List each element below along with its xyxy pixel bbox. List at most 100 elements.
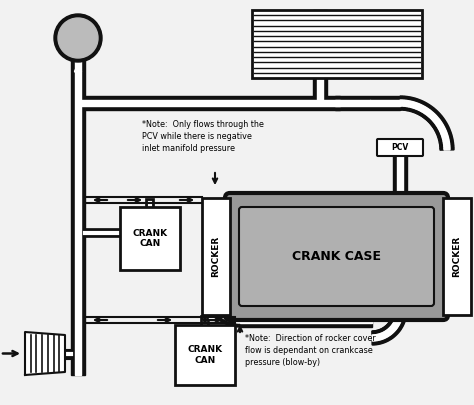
Polygon shape	[226, 314, 229, 320]
Polygon shape	[417, 101, 425, 115]
Polygon shape	[212, 304, 219, 307]
Polygon shape	[218, 308, 228, 320]
Polygon shape	[216, 307, 226, 318]
Polygon shape	[440, 148, 454, 150]
Polygon shape	[384, 327, 393, 339]
Polygon shape	[230, 315, 233, 322]
Polygon shape	[384, 331, 389, 337]
Polygon shape	[439, 141, 454, 145]
Polygon shape	[205, 292, 219, 293]
Polygon shape	[419, 102, 427, 115]
Polygon shape	[212, 303, 218, 306]
Polygon shape	[215, 307, 226, 317]
Polygon shape	[411, 98, 417, 112]
FancyBboxPatch shape	[377, 139, 423, 156]
Polygon shape	[237, 317, 238, 323]
Polygon shape	[235, 317, 237, 323]
Polygon shape	[237, 317, 239, 323]
Polygon shape	[232, 312, 236, 326]
Polygon shape	[386, 325, 396, 336]
Polygon shape	[385, 326, 395, 337]
Polygon shape	[78, 96, 340, 110]
Polygon shape	[213, 305, 224, 315]
Polygon shape	[205, 293, 219, 295]
Polygon shape	[391, 326, 396, 330]
Polygon shape	[444, 144, 450, 147]
Polygon shape	[239, 313, 240, 327]
Polygon shape	[428, 111, 433, 117]
Polygon shape	[221, 310, 229, 322]
Polygon shape	[423, 106, 432, 118]
Polygon shape	[210, 298, 216, 301]
Polygon shape	[391, 319, 403, 326]
Text: ROCKER: ROCKER	[211, 236, 220, 277]
Polygon shape	[240, 313, 372, 327]
Polygon shape	[379, 330, 384, 343]
Polygon shape	[437, 124, 443, 128]
Polygon shape	[372, 335, 373, 341]
Polygon shape	[335, 96, 400, 110]
Polygon shape	[392, 314, 406, 318]
Polygon shape	[401, 100, 404, 106]
Polygon shape	[221, 312, 226, 318]
Bar	[252, 10, 422, 78]
Polygon shape	[220, 309, 229, 322]
Polygon shape	[394, 321, 400, 324]
Polygon shape	[217, 309, 222, 313]
Polygon shape	[405, 100, 408, 107]
Polygon shape	[375, 330, 379, 345]
Polygon shape	[231, 316, 234, 322]
Bar	[443, 198, 471, 315]
Polygon shape	[396, 316, 402, 319]
Text: *Note:  Only flows through the
PCV while there is negative
inlet manifold pressu: *Note: Only flows through the PCV while …	[142, 120, 264, 153]
Polygon shape	[400, 100, 402, 106]
Polygon shape	[228, 315, 231, 321]
Polygon shape	[236, 313, 238, 327]
Polygon shape	[227, 315, 230, 320]
Polygon shape	[435, 120, 441, 125]
Polygon shape	[223, 313, 228, 319]
Polygon shape	[443, 140, 449, 143]
Polygon shape	[383, 332, 387, 337]
Polygon shape	[392, 315, 406, 320]
Polygon shape	[207, 299, 221, 306]
Polygon shape	[437, 129, 450, 136]
Polygon shape	[408, 97, 413, 111]
Polygon shape	[403, 100, 406, 107]
Polygon shape	[396, 317, 402, 320]
Polygon shape	[234, 316, 236, 323]
Polygon shape	[215, 306, 220, 311]
Circle shape	[54, 14, 102, 62]
Polygon shape	[438, 125, 444, 130]
Polygon shape	[233, 316, 235, 322]
Polygon shape	[416, 103, 419, 109]
Polygon shape	[444, 146, 450, 148]
Polygon shape	[420, 106, 425, 112]
Polygon shape	[384, 326, 394, 338]
Polygon shape	[412, 102, 416, 108]
Polygon shape	[372, 331, 373, 345]
Polygon shape	[388, 322, 400, 332]
Polygon shape	[429, 113, 440, 124]
Polygon shape	[230, 312, 235, 326]
Polygon shape	[389, 328, 393, 333]
Polygon shape	[206, 297, 220, 302]
Polygon shape	[382, 333, 385, 339]
Polygon shape	[377, 334, 379, 340]
Polygon shape	[406, 97, 410, 111]
Polygon shape	[438, 131, 451, 137]
Polygon shape	[239, 317, 240, 323]
Polygon shape	[422, 107, 427, 113]
Polygon shape	[432, 115, 438, 121]
Polygon shape	[240, 317, 372, 323]
Polygon shape	[335, 100, 400, 106]
Polygon shape	[436, 127, 450, 134]
Text: *Note:  Direction of rocker cover
flow is dependant on crankcase
pressure (blow-: *Note: Direction of rocker cover flow is…	[245, 334, 376, 367]
Polygon shape	[375, 335, 377, 341]
Polygon shape	[419, 105, 423, 111]
Polygon shape	[392, 312, 407, 315]
Polygon shape	[434, 118, 440, 124]
Polygon shape	[421, 104, 430, 117]
Polygon shape	[400, 96, 402, 110]
Polygon shape	[392, 325, 397, 330]
